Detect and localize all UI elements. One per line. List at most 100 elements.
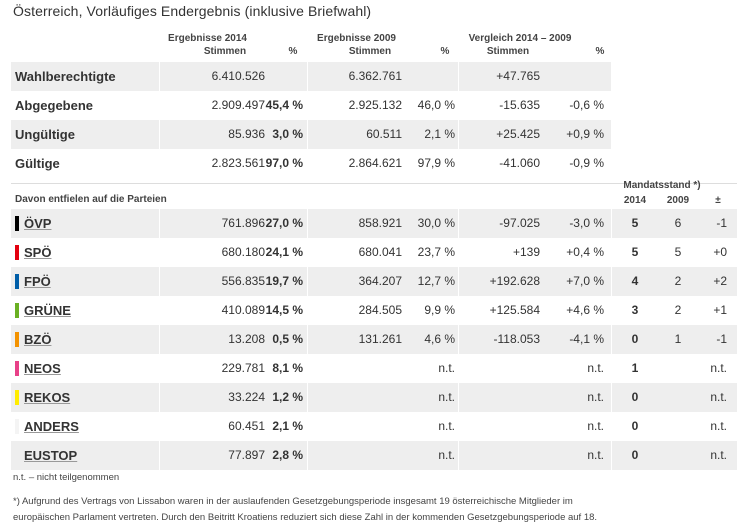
party-name-link[interactable]: BZÖ [24,332,52,347]
votes-2009 [308,354,402,383]
mandates-2009: 6 [674,216,682,230]
mandates-2014: 0 [631,448,639,462]
summary-row: Abgegebene 2.909.497 45,4 % 2.925.132 46,0 %… [0,91,738,120]
pct-2014: 8,1 % [272,361,303,375]
parties-label: Davon entfielen auf die Parteien [15,194,167,205]
pct-2014 [265,62,303,91]
mandates-2014: 3 [631,303,639,317]
party-row: BZÖ 13.208 0,5 % 131.261 4,6 % -118.053 -4,1 %… [0,325,738,354]
mandates-2014: 1 [631,361,639,375]
pct-diff: -0,6 % [569,98,604,112]
pct-2009: 4,6 % [424,332,455,346]
mandates-2009 [668,412,688,441]
party-name-link[interactable]: FPÖ [24,274,51,289]
party-name-link[interactable]: EUSTOP [24,448,78,463]
party-name-link[interactable]: REKOS [24,390,71,405]
party-row: GRÜNE 410.089 14,5 % 284.505 9,9 % +125.584 +4… [0,296,738,325]
pct-2009: n.t. [438,448,455,462]
mandates-2014: 5 [631,216,639,230]
header-mandate-2009: 2009 [666,195,690,206]
mandates-2009 [668,354,688,383]
votes-2009 [308,412,402,441]
footnote-2: europäischen Parlament vertreten. Durch … [13,512,598,523]
party-color-swatch [15,390,19,405]
votes-2009: 6.362.761 [348,69,402,83]
mandates-2014: 0 [631,332,639,346]
party-color-swatch [15,274,19,289]
summary-label: Wahlberechtigte [15,69,116,84]
header-mandate-2014: 2014 [623,195,647,206]
pct-2014: 27,0 % [265,216,303,230]
mandates-2014: 0 [631,390,639,404]
pct-2009: 9,9 % [424,303,455,317]
summary-label: Abgegebene [15,98,94,113]
pct-2014: 97,0 % [265,156,303,170]
party-color-swatch [15,419,19,434]
votes-2014: 410.089 [221,303,265,317]
votes-diff: -97.025 [499,216,540,230]
pct-2014: 45,4 % [265,98,303,112]
votes-2009: 2.925.132 [348,98,402,112]
pct-2009: n.t. [438,419,455,433]
mandates-2009: 2 [674,303,682,317]
pct-2009: 12,7 % [417,274,455,288]
pct-2009: 97,9 % [417,156,455,170]
pct-2009 [405,62,455,91]
pct-2009: n.t. [438,361,455,375]
mandates-2009 [668,441,688,470]
votes-diff [460,383,540,412]
mandates-2009 [668,383,688,412]
votes-diff: -118.053 [493,332,540,346]
votes-diff: +192.628 [489,274,540,288]
votes-diff: +47.765 [496,69,540,83]
mandates-diff: n.t. [710,361,727,375]
pct-2014: 24,1 % [265,245,303,259]
party-name-link[interactable]: ÖVP [24,216,52,231]
header-pct-2014: % [288,46,298,57]
pct-diff: n.t. [587,419,604,433]
pct-diff: +4,6 % [566,303,604,317]
pct-2009: 23,7 % [417,245,455,259]
pct-diff: +7,0 % [566,274,604,288]
pct-2014: 1,2 % [272,390,303,404]
page-title: Österreich, Vorläufiges Endergebnis (ink… [13,3,372,19]
votes-2014: 2.909.497 [211,98,265,112]
pct-diff: n.t. [587,448,604,462]
party-name-link[interactable]: ANDERS [24,419,79,434]
header-compare: Vergleich 2014 – 2009 [468,33,572,44]
header-results-2014: Ergebnisse 2014 [168,33,247,44]
votes-diff: +139 [512,245,540,259]
party-color-swatch [15,216,19,231]
votes-diff [460,412,540,441]
mandates-2014: 5 [631,245,639,259]
pct-diff [548,62,604,91]
party-row: ANDERS 60.451 2,1 % n.t. n.t. 0 n.t. [0,412,738,441]
party-color-swatch [15,245,19,260]
party-row: SPÖ 680.180 24,1 % 680.041 23,7 % +139 +0,4 % 5… [0,238,738,267]
pct-2009: 30,0 % [417,216,455,230]
mandates-2009: 5 [674,245,682,259]
pct-diff: +0,9 % [566,127,604,141]
mandates-diff: -1 [716,216,727,230]
party-name-link[interactable]: GRÜNE [24,303,71,318]
party-name-link[interactable]: SPÖ [24,245,52,260]
mandates-2009: 1 [674,332,682,346]
party-name-link[interactable]: NEOS [24,361,61,376]
summary-label: Ungültige [15,127,75,142]
votes-2014: 85.936 [228,127,265,141]
party-color-swatch [15,361,19,376]
mandates-diff: +0 [713,245,727,259]
pct-2014: 3,0 % [272,127,303,141]
pct-2009: 46,0 % [417,98,455,112]
party-row: REKOS 33.224 1,2 % n.t. n.t. 0 n.t. [0,383,738,412]
mandates-diff: +1 [713,303,727,317]
votes-2009: 284.505 [358,303,402,317]
pct-diff: -3,0 % [569,216,604,230]
votes-2014: 556.835 [221,274,265,288]
mandates-2014: 4 [631,274,639,288]
party-row: ÖVP 761.896 27,0 % 858.921 30,0 % -97.025 -3,0… [0,209,738,238]
votes-2014: 229.781 [221,361,265,375]
summary-row: Wahlberechtigte 6.410.526 6.362.761 +47.765 [0,62,738,91]
pct-2014: 2,1 % [272,419,303,433]
votes-diff: +125.584 [489,303,540,317]
